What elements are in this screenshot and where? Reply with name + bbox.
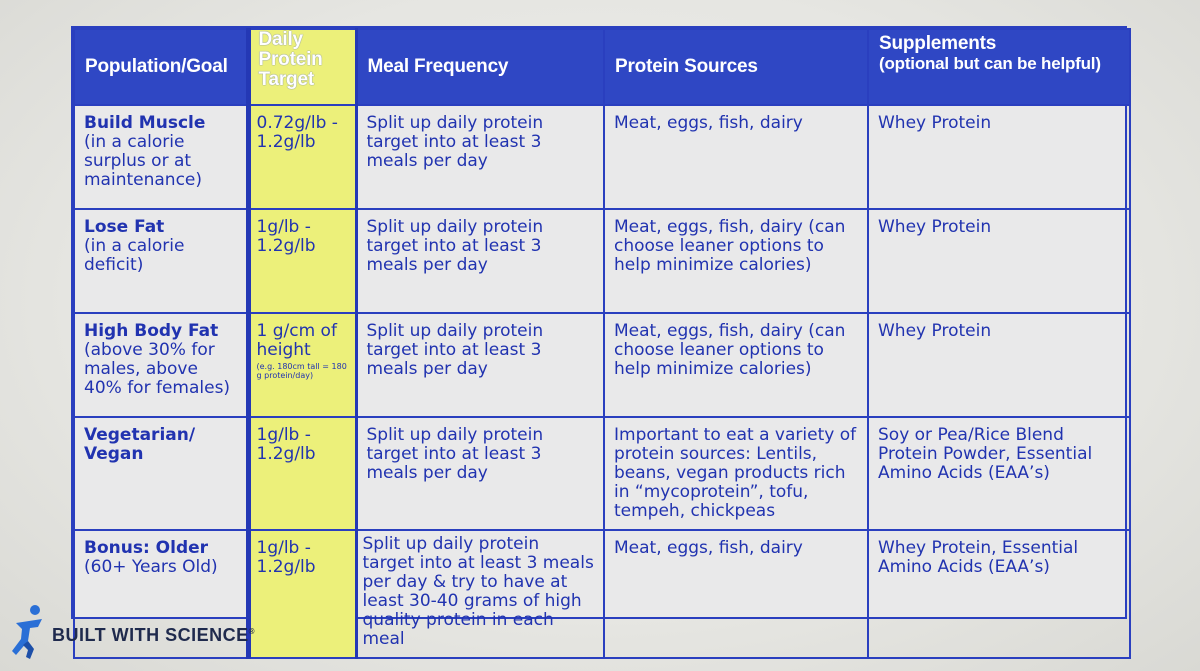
target-cell: 1 g/cm of height (e.g. 180cm tall = 180 g… bbox=[245, 312, 358, 418]
trademark-mark: ® bbox=[248, 626, 256, 636]
brand-name-text: BUILT WITH SCIENCE bbox=[52, 624, 249, 645]
frequency-cell: Split up daily protein target into at le… bbox=[355, 529, 605, 659]
population-cell: Lose Fat (in a calorie deficit) bbox=[73, 208, 249, 314]
frequency-cell: Split up daily protein target into at le… bbox=[355, 416, 605, 531]
target-cell: 1g/lb - 1.2g/lb bbox=[245, 529, 358, 659]
sources-cell: Meat, eggs, fish, dairy bbox=[603, 104, 869, 210]
header-target-line1: Daily bbox=[258, 29, 304, 50]
population-name: Vegetarian/ Vegan bbox=[84, 425, 196, 464]
frequency-cell: Split up daily protein target into at le… bbox=[355, 104, 605, 210]
sources-cell: Meat, eggs, fish, dairy (can choose lean… bbox=[603, 312, 869, 418]
header-target-line3: Target bbox=[258, 69, 315, 90]
target-cell: 1g/lb - 1.2g/lb bbox=[245, 416, 358, 531]
target-cell: 0.72g/lb - 1.2g/lb bbox=[245, 104, 358, 210]
target-value: 1g/lb - 1.2g/lb bbox=[256, 538, 316, 577]
header-target-line2: Protein bbox=[258, 49, 323, 70]
population-name: Lose Fat bbox=[84, 217, 165, 237]
population-desc: (above 30% for males, above 40% for fema… bbox=[84, 340, 231, 398]
running-figure-icon bbox=[12, 605, 42, 659]
population-desc: (in a calorie deficit) bbox=[84, 236, 185, 275]
header-target: Daily Protein Target bbox=[245, 28, 358, 106]
target-cell: 1g/lb - 1.2g/lb bbox=[245, 208, 358, 314]
supplements-cell: Soy or Pea/Rice Blend Protein Powder, Es… bbox=[867, 416, 1131, 531]
supplements-cell: Whey Protein bbox=[867, 208, 1131, 314]
table-row: Vegetarian/ Vegan 1g/lb - 1.2g/lb Split up… bbox=[73, 416, 1131, 531]
header-sources: Protein Sources bbox=[603, 28, 869, 106]
header-frequency: Meal Frequency bbox=[355, 28, 605, 106]
target-example: (e.g. 180cm tall = 180 g protein/day) bbox=[256, 362, 347, 380]
table-row: Build Muscle (in a calorie surplus or at … bbox=[73, 104, 1131, 210]
table-row: High Body Fat (above 30% for males, above… bbox=[73, 312, 1131, 418]
sources-cell: Meat, eggs, fish, dairy bbox=[603, 529, 869, 659]
supplements-cell: Whey Protein bbox=[867, 312, 1131, 418]
population-cell: Bonus: Older (60+ Years Old) bbox=[73, 529, 249, 659]
target-value: 1g/lb - 1.2g/lb bbox=[256, 425, 316, 464]
header-supplements: Supplements (optional but can be helpful… bbox=[867, 28, 1131, 106]
population-cell: High Body Fat (above 30% for males, above… bbox=[73, 312, 249, 418]
population-cell: Build Muscle (in a calorie surplus or at … bbox=[73, 104, 249, 210]
frequency-cell: Split up daily protein target into at le… bbox=[355, 312, 605, 418]
table-row: Lose Fat (in a calorie deficit) 1g/lb - 1.… bbox=[73, 208, 1131, 314]
supplements-cell: Whey Protein, Essential Amino Acids (EAA… bbox=[867, 529, 1131, 659]
frequency-cell: Split up daily protein target into at le… bbox=[355, 208, 605, 314]
population-desc: (60+ Years Old) bbox=[84, 557, 218, 577]
target-value: 1 g/cm of height bbox=[256, 321, 337, 360]
header-supplements-title: Supplements bbox=[879, 33, 997, 54]
header-supplements-note: (optional but can be helpful) bbox=[879, 54, 1101, 73]
protein-guide-table: Population/Goal Daily Protein Target Mea… bbox=[71, 26, 1131, 659]
population-name: Build Muscle bbox=[84, 113, 206, 133]
population-desc: (in a calorie surplus or at maintenance) bbox=[84, 132, 203, 190]
sources-cell: Meat, eggs, fish, dairy (can choose lean… bbox=[603, 208, 869, 314]
header-population: Population/Goal bbox=[73, 28, 249, 106]
population-name: Bonus: Older bbox=[84, 538, 209, 558]
target-value: 1g/lb - 1.2g/lb bbox=[256, 217, 316, 256]
table-row: Bonus: Older (60+ Years Old) 1g/lb - 1.2g/… bbox=[73, 529, 1131, 659]
target-value: 0.72g/lb - 1.2g/lb bbox=[256, 113, 338, 152]
header-row: Population/Goal Daily Protein Target Mea… bbox=[73, 28, 1131, 106]
population-name: High Body Fat bbox=[84, 321, 219, 341]
sources-cell: Important to eat a variety of protein so… bbox=[603, 416, 869, 531]
supplements-cell: Whey Protein bbox=[867, 104, 1131, 210]
brand-name: BUILT WITH SCIENCE® bbox=[52, 625, 255, 646]
population-cell: Vegetarian/ Vegan bbox=[73, 416, 249, 531]
brand-logo: BUILT WITH SCIENCE® bbox=[8, 602, 255, 662]
